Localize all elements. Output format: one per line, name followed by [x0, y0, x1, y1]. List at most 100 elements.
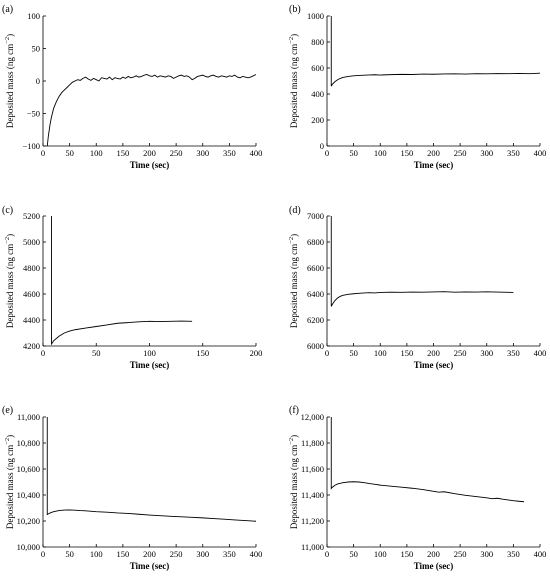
x-tick-label: 100	[374, 348, 387, 358]
chart-panel-4: (d) 0 50 100 150 200 250 300 350 400 6000 6200 6400 6…	[288, 205, 546, 370]
x-axis-title: Time (sec)	[130, 360, 170, 370]
x-tick-label: 50	[349, 348, 358, 358]
y-axis-title-sup: −2	[288, 37, 295, 44]
y-tick-label: 6600	[307, 263, 324, 273]
panel-label: (d)	[289, 205, 301, 216]
y-axis-title-end: )	[289, 435, 299, 438]
x-tick-label: 200	[427, 148, 440, 158]
y-tick-label: 800	[311, 37, 324, 47]
x-tick-label: 300	[480, 148, 493, 158]
y-axis-title-end: )	[289, 34, 299, 37]
chart-panel-6: (f) 0 50 100 150 200 250 300 350 400 11,000 11,200 1…	[288, 405, 546, 571]
panel-label: (e)	[2, 405, 13, 416]
y-tick-label: 5200	[23, 211, 40, 221]
x-axis-title: Time (sec)	[130, 160, 170, 170]
y-tick-label: 10,200	[17, 516, 40, 526]
y-tick-label: 10,800	[17, 438, 40, 448]
y-axis-title-main: Deposited mass (ng cm	[289, 244, 299, 328]
y-axis-title-main: Deposited mass (ng cm	[5, 445, 15, 529]
y-tick-label: 100	[27, 11, 40, 21]
series-line-1	[46, 417, 257, 522]
y-tick-label: 6800	[307, 237, 324, 247]
panel-label: (a)	[2, 4, 13, 15]
x-tick-label: 200	[427, 549, 440, 559]
y-tick-label: 10,000	[17, 542, 40, 552]
x-tick-label: 150	[117, 148, 130, 158]
x-tick-label: 350	[507, 148, 520, 158]
x-tick-label: 300	[480, 348, 493, 358]
x-tick-label: 150	[196, 348, 209, 358]
y-tick-label: 11,400	[301, 490, 324, 500]
y-tick-label: 200	[311, 115, 324, 125]
x-tick-label: 150	[401, 348, 414, 358]
x-tick-label: 350	[223, 148, 236, 158]
y-tick-label: 4800	[23, 263, 40, 273]
x-tick-label: 150	[117, 549, 130, 559]
x-tick-label: 350	[507, 348, 520, 358]
y-axis-title-sup: −2	[288, 237, 295, 244]
y-axis-title: Deposited mass (ng cm−2)	[288, 34, 299, 128]
y-axis-title-main: Deposited mass (ng cm	[289, 44, 299, 128]
y-axis-title-end: )	[289, 234, 299, 237]
y-tick-label: 6000	[307, 341, 324, 351]
x-tick-label: 100	[374, 549, 387, 559]
x-tick-label: 300	[196, 549, 209, 559]
y-tick-label: 5000	[23, 237, 40, 247]
series-line-1	[330, 16, 541, 87]
y-axis-title-sup: −2	[4, 237, 11, 244]
y-axis-title-end: )	[5, 435, 15, 438]
x-tick-label: 200	[250, 348, 263, 358]
x-tick-label: 0	[325, 148, 329, 158]
y-tick-label: 10,600	[17, 464, 40, 474]
y-axis-title: Deposited mass (ng cm−2)	[4, 435, 15, 529]
y-tick-label: 400	[311, 89, 324, 99]
x-tick-label: 300	[480, 549, 493, 559]
chart-panel-5: (e) 0 50 100 150 200 250 300 350 400 10,000 10,200 1…	[2, 405, 262, 571]
panel-label: (f)	[289, 405, 299, 416]
x-tick-label: 50	[349, 148, 358, 158]
x-tick-label: 200	[143, 549, 156, 559]
y-axis-title-end: )	[5, 34, 15, 37]
series-line-1	[330, 216, 514, 307]
series-line-1	[46, 74, 257, 147]
x-tick-label: 0	[325, 549, 329, 559]
x-tick-label: 350	[507, 549, 520, 559]
x-tick-label: 400	[534, 148, 547, 158]
y-tick-label: −50	[27, 109, 40, 119]
x-tick-label: 300	[196, 148, 209, 158]
x-tick-label: 100	[90, 148, 103, 158]
y-tick-label: 4400	[23, 315, 40, 325]
x-tick-label: 0	[41, 348, 45, 358]
x-tick-label: 400	[250, 549, 263, 559]
y-tick-label: 11,800	[301, 438, 324, 448]
y-tick-label: 11,200	[301, 516, 324, 526]
x-axis-title: Time (sec)	[414, 360, 454, 370]
x-tick-label: 50	[65, 549, 74, 559]
y-tick-label: 11,000	[17, 412, 40, 422]
y-axis-title-sup: −2	[288, 438, 295, 445]
y-tick-label: 600	[311, 63, 324, 73]
x-axis-title: Time (sec)	[130, 561, 170, 571]
x-tick-label: 150	[401, 549, 414, 559]
chart-panel-3: (c) 0 50 100 150 200 4200 4400 4600 4800 5000 5200 T…	[2, 205, 262, 370]
x-tick-label: 400	[534, 549, 547, 559]
x-tick-label: 250	[454, 549, 467, 559]
y-axis-title: Deposited mass (ng cm−2)	[4, 234, 15, 328]
x-tick-label: 150	[401, 148, 414, 158]
x-axis-title: Time (sec)	[414, 561, 454, 571]
y-axis-title-main: Deposited mass (ng cm	[5, 244, 15, 328]
x-tick-label: 100	[143, 348, 156, 358]
x-tick-label: 400	[534, 348, 547, 358]
y-tick-label: 6400	[307, 289, 324, 299]
y-tick-label: 0	[320, 141, 324, 151]
chart-panel-1: (a) 0 50 100 150 200 250 300 350 400 −100 −50 0 50 100…	[2, 4, 262, 170]
y-tick-label: 0	[36, 76, 40, 86]
panel-label: (c)	[2, 205, 13, 216]
x-tick-label: 200	[427, 348, 440, 358]
chart-panel-2: (b) 0 50 100 150 200 250 300 350 400 0 200 400 600 800…	[288, 4, 546, 170]
x-tick-label: 200	[143, 148, 156, 158]
x-tick-label: 250	[454, 148, 467, 158]
y-axis-title: Deposited mass (ng cm−2)	[4, 34, 15, 128]
x-tick-label: 50	[349, 549, 358, 559]
